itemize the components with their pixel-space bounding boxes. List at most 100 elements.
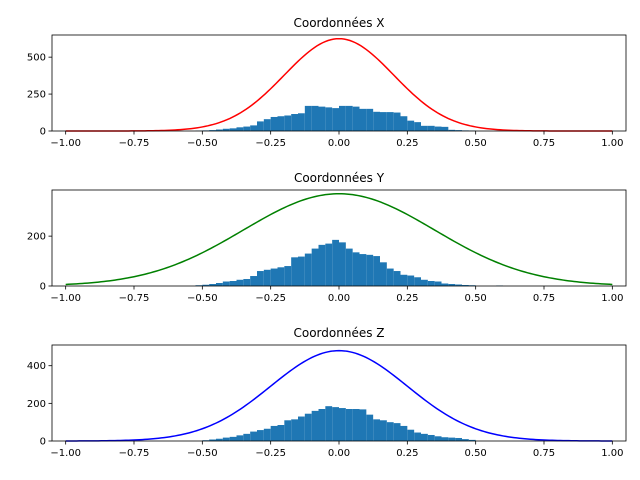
subplot-title: Coordonnées X <box>293 16 384 30</box>
histogram-bar-16 <box>312 411 319 441</box>
x-tick-label-0: −1.00 <box>50 448 81 459</box>
histogram-bar-23 <box>360 409 367 441</box>
histogram-bar-17 <box>312 106 319 131</box>
x-tick-label-1: −0.75 <box>119 448 150 459</box>
histogram-bar-12 <box>278 116 285 131</box>
histogram-bars <box>202 406 475 441</box>
histogram-bar-26 <box>373 112 380 131</box>
histogram-bar-5 <box>230 281 237 286</box>
histogram-bar-22 <box>353 409 360 441</box>
subplot-3: −1.00 −0.75 −0.50 −0.25 0.00 0.25 0.50 0.75 1.00… <box>27 326 626 459</box>
histogram-bar-6 <box>243 434 250 441</box>
histogram-bar-10 <box>271 426 278 441</box>
x-tick-label-1: −0.75 <box>119 138 150 149</box>
histogram-bar-19 <box>325 244 332 286</box>
histogram-bar-16 <box>305 254 312 286</box>
x-tick-label-2: −0.50 <box>187 293 218 304</box>
histogram-bar-30 <box>401 275 408 286</box>
histogram-bar-34 <box>428 281 435 286</box>
x-tick-label-3: −0.25 <box>255 448 286 459</box>
y-tick-label-1: 200 <box>27 399 46 410</box>
histogram-bar-36 <box>448 438 455 441</box>
histogram-bar-13 <box>284 115 291 131</box>
histogram-bar-14 <box>298 417 305 441</box>
histogram-bar-25 <box>366 109 373 131</box>
histogram-bar-26 <box>380 420 387 441</box>
x-tick-label-3: −0.25 <box>255 293 286 304</box>
histogram-bar-33 <box>421 126 428 131</box>
histogram-bar-8 <box>257 430 264 441</box>
x-tick-label-4: 0.00 <box>328 448 350 459</box>
histogram-bar-31 <box>414 433 421 441</box>
histogram-bar-8 <box>250 125 257 131</box>
y-tick-label-1: 200 <box>27 232 46 243</box>
histogram-bar-33 <box>428 435 435 441</box>
histogram-bar-11 <box>271 117 278 131</box>
histogram-bar-16 <box>305 106 312 131</box>
histogram-bar-35 <box>442 437 449 441</box>
x-tick-label-4: 0.00 <box>328 293 350 304</box>
histogram-bar-27 <box>387 422 394 441</box>
x-tick-label-5: 0.25 <box>396 448 418 459</box>
histogram-bar-29 <box>401 426 408 441</box>
x-tick-label-1: −0.75 <box>119 293 150 304</box>
histogram-bar-13 <box>291 419 298 441</box>
histogram-bar-26 <box>373 256 380 286</box>
histogram-bar-29 <box>394 113 401 131</box>
x-tick-label-0: −1.00 <box>50 293 81 304</box>
x-tick-label-5: 0.25 <box>396 138 418 149</box>
histogram-bar-18 <box>325 406 332 441</box>
x-tick-label-6: 0.50 <box>465 448 487 459</box>
histogram-bar-19 <box>325 107 332 131</box>
histogram-bar-11 <box>278 425 285 441</box>
histogram-bar-5 <box>237 435 244 441</box>
histogram-bar-34 <box>428 126 435 131</box>
histogram-bar-15 <box>298 113 305 131</box>
y-tick-label-0: 0 <box>40 127 46 138</box>
subplot-title: Coordonnées Y <box>294 171 385 185</box>
histogram-bar-18 <box>319 107 326 131</box>
histogram-bar-13 <box>284 266 291 286</box>
histogram-bar-33 <box>421 280 428 286</box>
x-tick-label-3: −0.25 <box>255 138 286 149</box>
histogram-bar-35 <box>435 282 442 286</box>
histogram-bar-32 <box>421 434 428 441</box>
histogram-bar-35 <box>435 127 442 131</box>
histogram-bar-10 <box>264 270 271 286</box>
histogram-bar-21 <box>346 409 353 441</box>
histogram-bar-8 <box>250 276 257 286</box>
histogram-bar-14 <box>291 257 298 286</box>
histogram-bar-28 <box>387 269 394 286</box>
histogram-bar-20 <box>332 240 339 286</box>
histogram-bar-24 <box>360 109 367 131</box>
histogram-bar-9 <box>257 121 264 131</box>
y-tick-label-0: 0 <box>40 282 46 293</box>
x-tick-label-4: 0.00 <box>328 138 350 149</box>
x-tick-label-7: 0.75 <box>533 138 555 149</box>
histogram-bars <box>196 240 504 286</box>
histogram-bar-9 <box>264 429 271 441</box>
x-tick-label-6: 0.50 <box>465 138 487 149</box>
histogram-bar-23 <box>353 252 360 286</box>
x-tick-label-5: 0.25 <box>396 293 418 304</box>
histogram-bar-15 <box>305 414 312 441</box>
histogram-bar-18 <box>319 245 326 286</box>
histogram-bar-12 <box>284 420 291 441</box>
histogram-bar-31 <box>407 121 414 131</box>
histogram-bar-34 <box>435 436 442 441</box>
histogram-bar-12 <box>278 267 285 286</box>
histogram-bar-32 <box>414 277 421 286</box>
histogram-bar-30 <box>401 116 408 131</box>
x-tick-label-6: 0.50 <box>465 293 487 304</box>
histogram-bar-11 <box>271 269 278 286</box>
x-tick-label-2: −0.50 <box>187 138 218 149</box>
subplot-2: −1.00 −0.75 −0.50 −0.25 0.00 0.25 0.50 0.75 1.00… <box>27 171 626 304</box>
histogram-bar-30 <box>407 430 414 441</box>
histogram-bar-28 <box>387 112 394 131</box>
histogram-bar-4 <box>230 437 237 441</box>
histogram-bar-23 <box>353 107 360 131</box>
y-tick-label-2: 400 <box>27 361 46 372</box>
y-tick-label-2: 500 <box>27 53 46 64</box>
histogram-bar-6 <box>237 127 244 131</box>
